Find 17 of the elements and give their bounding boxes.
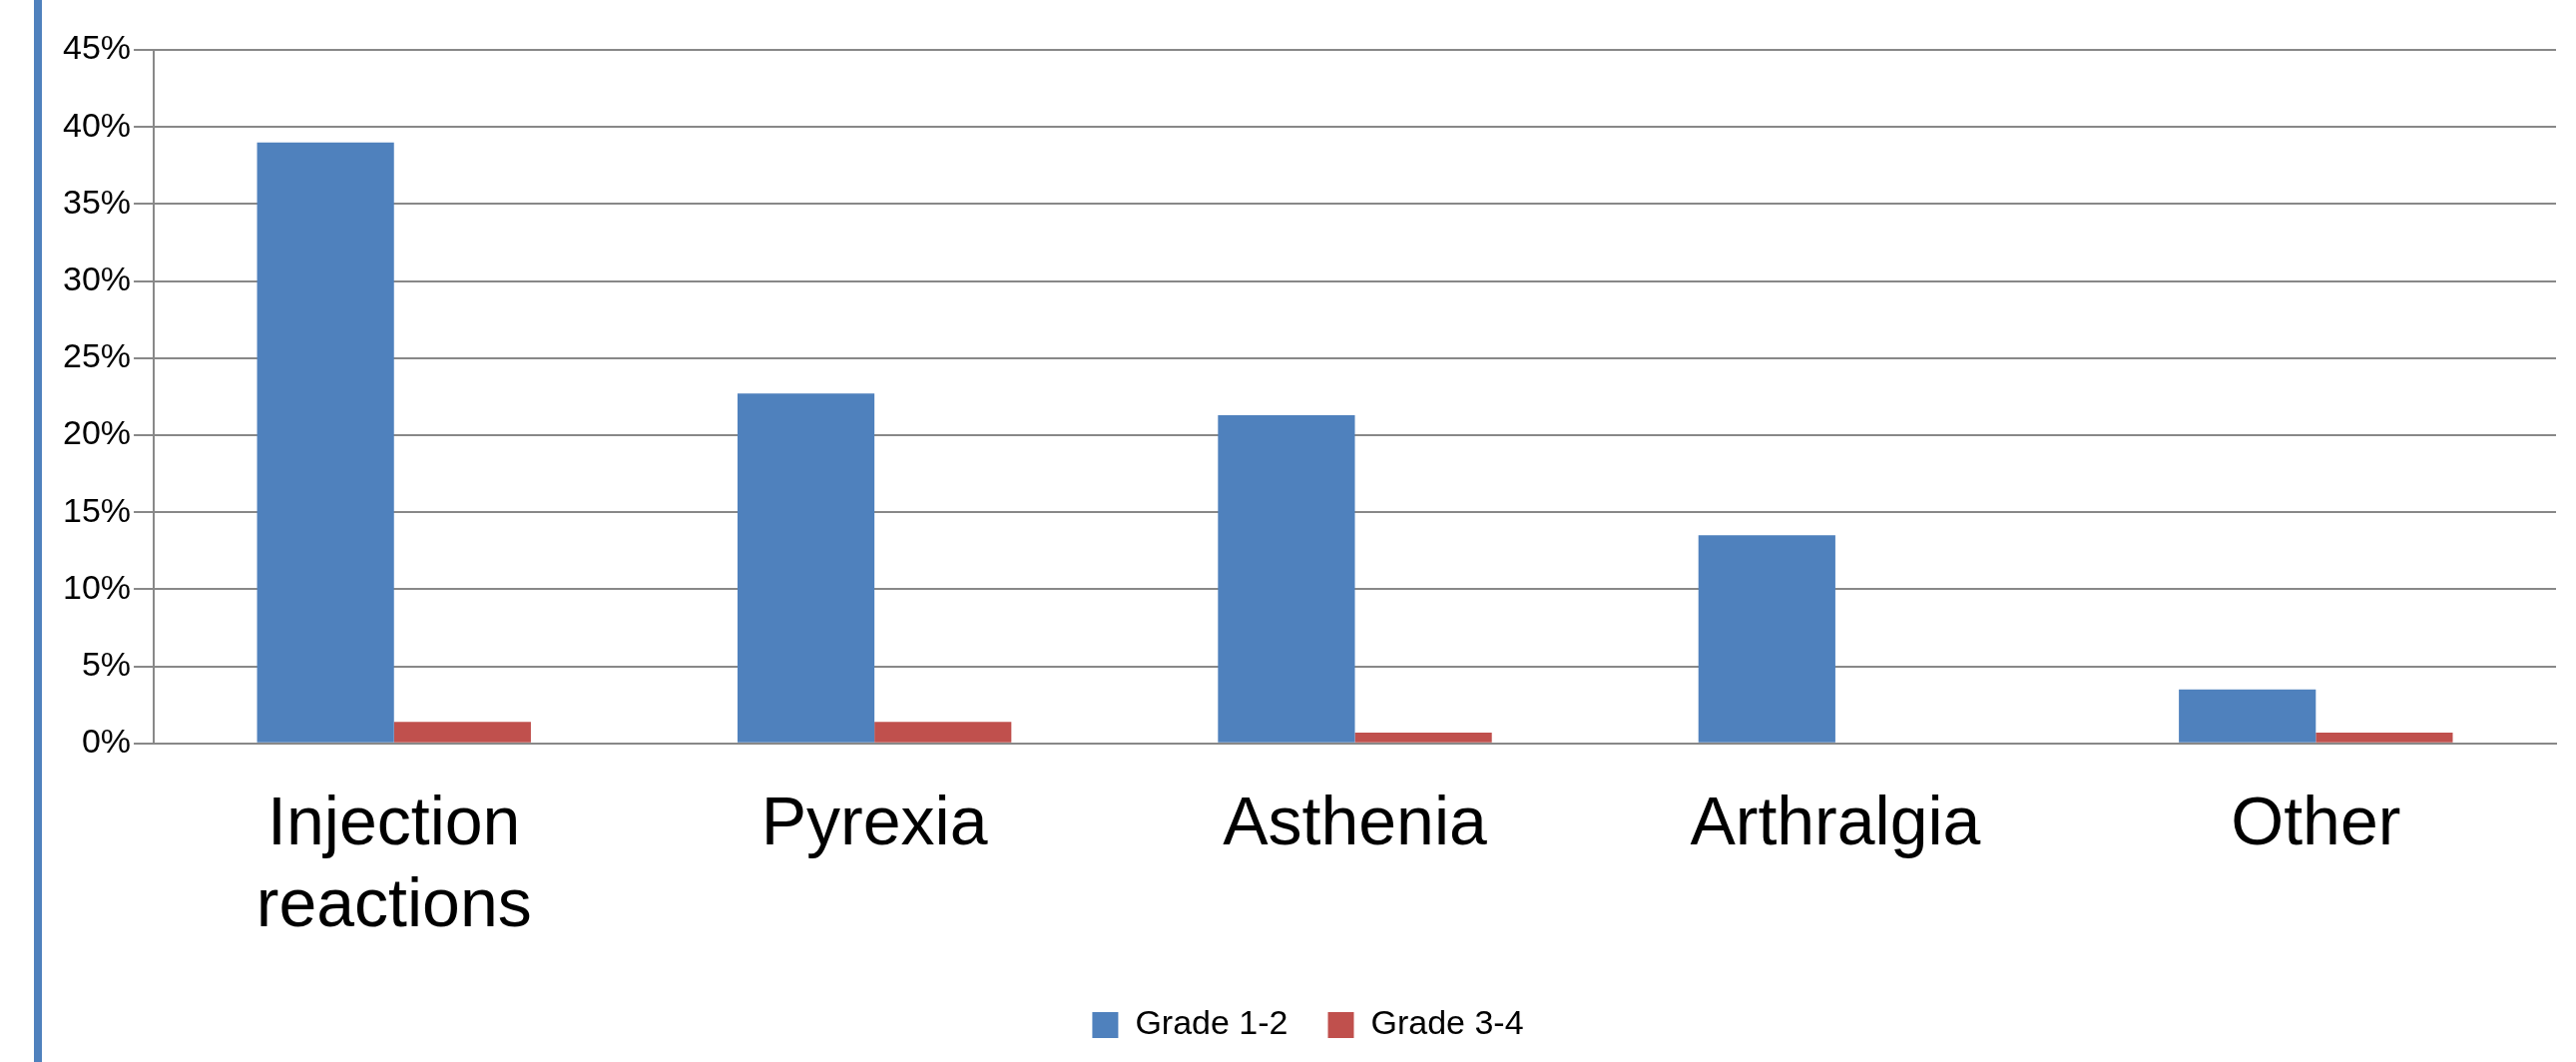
y-tick-label: 25%	[62, 336, 132, 375]
x-tick-label: Injection reactions	[256, 783, 532, 940]
y-tick-label: 35%	[62, 182, 132, 221]
y-tick-label: 15%	[62, 490, 132, 529]
x-tick-label: Asthenia	[1223, 783, 1488, 859]
y-tick-label: 30%	[62, 259, 132, 297]
y-tick-label: 5%	[81, 644, 132, 683]
y-tick-label: 20%	[62, 413, 132, 452]
y-tick-label: 45%	[62, 28, 132, 67]
y-tick-label: 0%	[81, 722, 132, 761]
legend-label: Grade 3-4	[1370, 1003, 1524, 1042]
x-tick-label: Pyrexia	[761, 783, 988, 859]
x-tick-label: Other	[2231, 783, 2401, 859]
x-tick-label: Arthralgia	[1690, 783, 1981, 859]
y-tick-label: 10%	[62, 567, 132, 606]
legend-label: Grade 1-2	[1135, 1003, 1288, 1042]
y-tick-label: 40%	[62, 105, 132, 144]
